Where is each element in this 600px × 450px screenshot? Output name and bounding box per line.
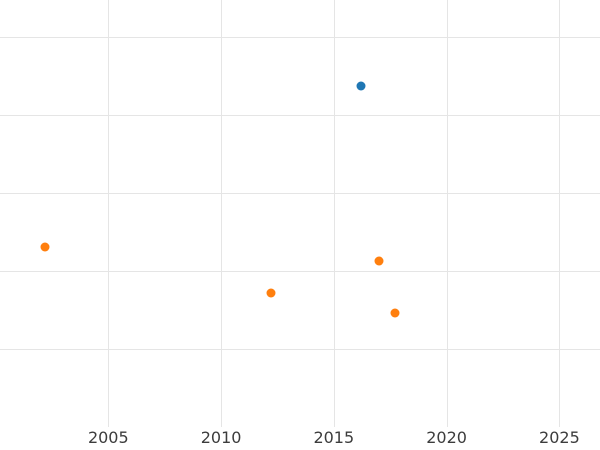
gridline-horizontal (0, 36, 600, 38)
scatter-point-orange-series (374, 256, 384, 266)
plot-area (0, 0, 600, 427)
x-tick-label: 2020 (426, 428, 467, 447)
gridline-horizontal (0, 348, 600, 350)
gridline-vertical (221, 0, 223, 427)
gridline-horizontal (0, 192, 600, 194)
gridline-vertical (559, 0, 561, 427)
x-tick-label: 2010 (200, 428, 242, 447)
gridline-vertical (108, 0, 110, 427)
scatter-point-orange-series (266, 288, 276, 298)
gridline-horizontal (0, 114, 600, 116)
gridline-horizontal (0, 270, 600, 272)
x-axis: 2005 2010 2015 2020 2025 (0, 427, 600, 450)
gridline-vertical (333, 0, 335, 427)
scatter-point-orange-series (40, 242, 50, 252)
gridline-vertical (446, 0, 448, 427)
x-tick-label: 2015 (313, 428, 355, 447)
scatter-point-orange-series (390, 308, 400, 318)
x-tick-label: 2005 (87, 428, 129, 447)
x-tick-label: 2025 (539, 428, 580, 447)
scatter-point-blue-series (356, 81, 366, 91)
